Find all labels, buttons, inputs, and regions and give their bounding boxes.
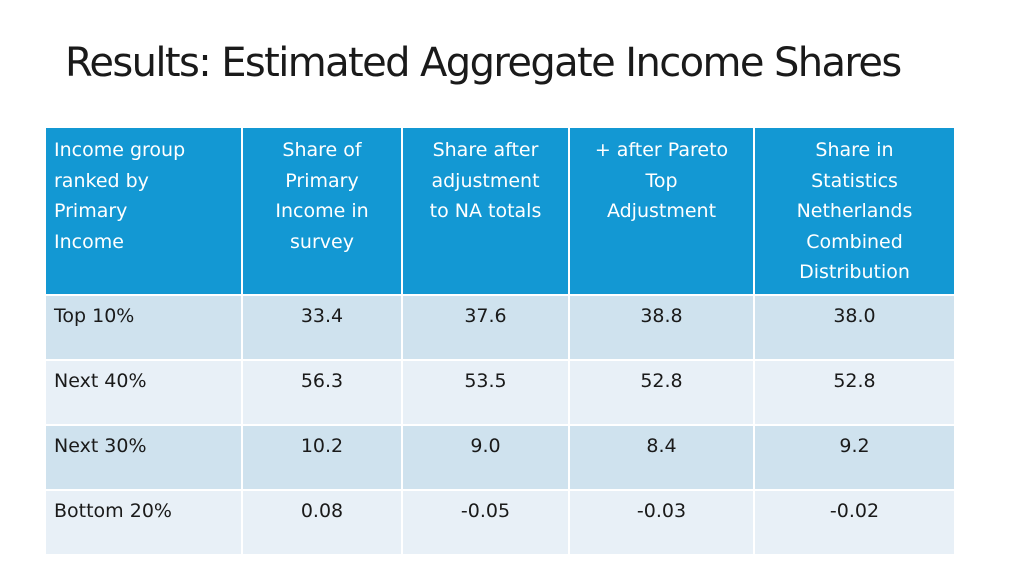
row-label: Bottom 20% xyxy=(44,488,243,556)
table-row: Next 40% 56.3 53.5 52.8 52.8 xyxy=(44,358,956,426)
row-label: Next 40% xyxy=(44,358,243,426)
table-cell: 9.2 xyxy=(753,423,956,491)
table-cell: 38.0 xyxy=(753,293,956,361)
header-after-pareto-top-adjustment: + after Pareto Top Adjustment xyxy=(568,126,755,296)
table-cell: 0.08 xyxy=(241,488,403,556)
table-cell: 53.5 xyxy=(401,358,570,426)
income-shares-table: Income group ranked by Primary Income Sh… xyxy=(44,126,956,556)
header-income-group: Income group ranked by Primary Income xyxy=(44,126,243,296)
row-label: Top 10% xyxy=(44,293,243,361)
table-cell: 52.8 xyxy=(568,358,755,426)
header-share-statistics-netherlands: Share in Statistics Netherlands Combined… xyxy=(753,126,956,296)
table-row: Top 10% 33.4 37.6 38.8 38.0 xyxy=(44,293,956,361)
table-cell: -0.03 xyxy=(568,488,755,556)
table-cell: 52.8 xyxy=(753,358,956,426)
table-row: Next 30% 10.2 9.0 8.4 9.2 xyxy=(44,423,956,491)
header-share-after-na-adjustment: Share after adjustment to NA totals xyxy=(401,126,570,296)
table-cell: 33.4 xyxy=(241,293,403,361)
header-share-primary-income-survey: Share of Primary Income in survey xyxy=(241,126,403,296)
table-header-row: Income group ranked by Primary Income Sh… xyxy=(44,126,956,296)
row-label: Next 30% xyxy=(44,423,243,491)
slide-title: Results: Estimated Aggregate Income Shar… xyxy=(65,40,902,86)
table-cell: 37.6 xyxy=(401,293,570,361)
table-row: Bottom 20% 0.08 -0.05 -0.03 -0.02 xyxy=(44,488,956,556)
table-cell: 8.4 xyxy=(568,423,755,491)
table-cell: 56.3 xyxy=(241,358,403,426)
table-cell: 9.0 xyxy=(401,423,570,491)
table-cell: -0.05 xyxy=(401,488,570,556)
table-cell: 10.2 xyxy=(241,423,403,491)
table-cell: -0.02 xyxy=(753,488,956,556)
table-cell: 38.8 xyxy=(568,293,755,361)
